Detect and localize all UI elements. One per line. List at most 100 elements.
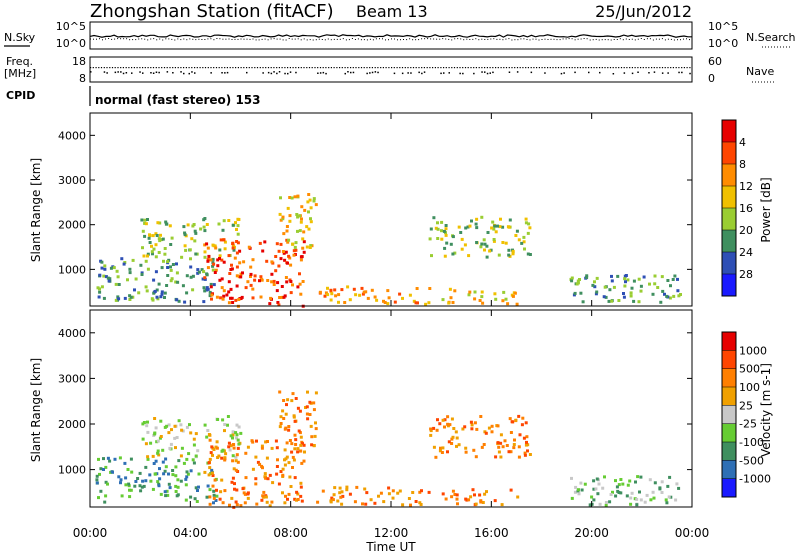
- scatter-cell: [104, 275, 108, 279]
- scatter-cell: [446, 422, 450, 426]
- nave-point: [174, 67, 176, 69]
- scatter-cell: [142, 421, 146, 424]
- scatter-cell: [592, 498, 596, 502]
- scatter-cell: [180, 428, 184, 432]
- scatter-cell: [185, 475, 189, 479]
- scatter-cell: [623, 277, 627, 281]
- nave-point: [281, 67, 283, 69]
- nave-point: [451, 67, 453, 69]
- nave-point: [514, 67, 516, 69]
- nave-point: [681, 67, 683, 69]
- scatter-cell: [419, 503, 423, 506]
- nave-point: [300, 67, 302, 69]
- scatter-cell: [239, 504, 243, 508]
- xtick-label: 12:00: [374, 526, 409, 540]
- scatter-cell: [246, 445, 250, 449]
- xtick-label: 00:00: [675, 526, 710, 540]
- scatter-cell: [491, 220, 495, 224]
- scatter-cell: [183, 231, 187, 235]
- scatter-cell: [223, 456, 227, 460]
- scatter-cell: [227, 441, 231, 445]
- scatter-cell: [114, 298, 118, 302]
- scatter-cell: [330, 292, 334, 296]
- scatter-cell: [497, 445, 501, 449]
- noise-search-point: [285, 39, 287, 41]
- nave-point: [374, 67, 376, 69]
- scatter-cell: [163, 296, 166, 299]
- nave-point: [645, 67, 647, 69]
- scatter-cell: [196, 271, 200, 275]
- scatter-cell: [493, 499, 497, 503]
- scatter-cell: [459, 231, 463, 234]
- scatter-cell: [608, 288, 612, 292]
- scatter-cell: [203, 470, 207, 474]
- scatter-cell: [230, 480, 234, 484]
- noise-search-point: [577, 38, 579, 40]
- scatter-cell: [507, 248, 511, 252]
- scatter-cell: [398, 292, 402, 296]
- scatter-cell: [307, 227, 311, 231]
- scatter-cell: [286, 240, 290, 244]
- scatter-cell: [479, 415, 483, 418]
- scatter-cell: [467, 293, 471, 297]
- scatter-cell: [291, 392, 295, 396]
- scatter-cell: [577, 492, 581, 496]
- noise-search-point: [508, 38, 510, 40]
- scatter-cell: [127, 482, 131, 486]
- scatter-cell: [247, 245, 251, 249]
- scatter-cell: [439, 446, 442, 450]
- nave-point: [585, 67, 587, 69]
- scatter-cell: [624, 280, 627, 284]
- scatter-cell: [151, 454, 155, 458]
- nave-point: [306, 67, 308, 69]
- nave-point: [459, 67, 461, 69]
- scatter-cell: [128, 271, 132, 275]
- scatter-cell: [387, 492, 391, 496]
- nave-point: [568, 67, 571, 69]
- nave-point: [579, 67, 581, 69]
- scatter-cell: [259, 275, 263, 279]
- noise-search-point: [96, 38, 97, 40]
- scatter-cell: [140, 218, 144, 222]
- noise-search-point: [457, 38, 459, 40]
- freq-point: [560, 72, 563, 75]
- nave-point: [344, 67, 346, 69]
- scatter-cell: [611, 490, 614, 494]
- scatter-cell: [340, 288, 344, 292]
- nave-point: [163, 67, 166, 69]
- scatter-cell: [260, 444, 264, 448]
- scatter-cell: [289, 485, 293, 488]
- scatter-cell: [286, 261, 289, 265]
- scatter-cell: [120, 257, 124, 261]
- scatter-cell: [636, 475, 640, 479]
- noise-search-point: [186, 39, 188, 41]
- scatter-cell: [124, 476, 128, 480]
- noise-search-point: [90, 38, 91, 40]
- scatter-cell: [464, 446, 468, 450]
- scatter-cell: [604, 503, 608, 507]
- scatter-cell: [480, 445, 484, 449]
- noise-search-point: [652, 39, 654, 41]
- noise-search-point: [469, 39, 471, 40]
- noise-search-point: [333, 38, 335, 40]
- freq-point: [158, 71, 160, 74]
- scatter-cell: [232, 467, 236, 471]
- scatter-cell: [264, 440, 268, 444]
- nave-point: [555, 67, 557, 69]
- noise-search-point: [363, 39, 365, 41]
- nave-point: [470, 67, 472, 69]
- scatter-cell: [619, 491, 623, 495]
- scatter-cell: [420, 489, 423, 493]
- scatter-cell: [506, 302, 510, 306]
- noise-search-point: [255, 39, 257, 41]
- scatter-cell: [218, 248, 222, 252]
- freq-point: [377, 71, 379, 74]
- scatter-cell: [134, 480, 138, 483]
- scatter-cell: [186, 472, 190, 476]
- scatter-cell: [179, 479, 183, 483]
- nave-point: [563, 67, 565, 69]
- scatter-cell: [520, 423, 524, 427]
- nave-point: [464, 67, 467, 69]
- scatter-cell: [156, 449, 160, 453]
